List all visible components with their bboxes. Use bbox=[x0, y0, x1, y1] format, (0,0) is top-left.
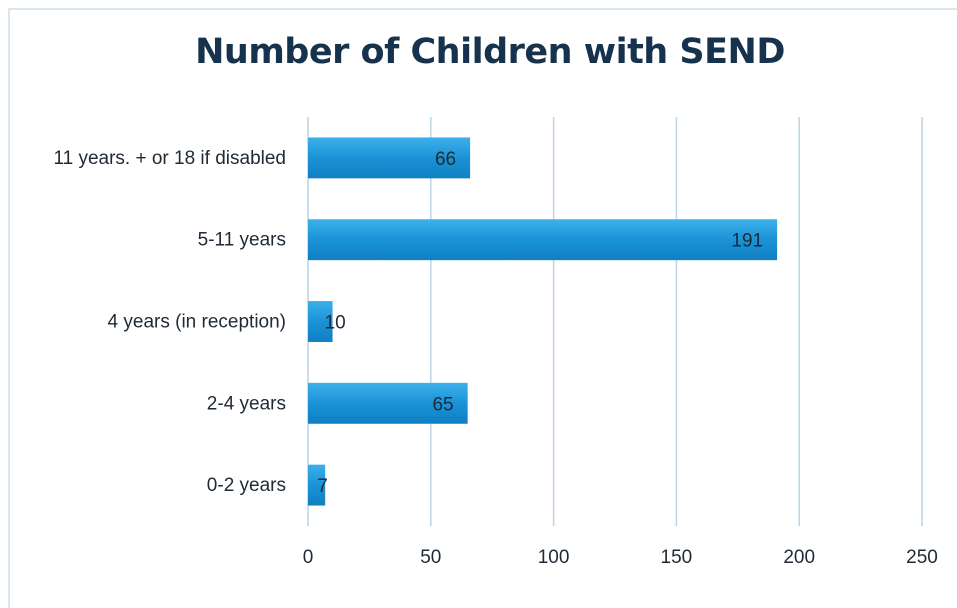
category-label: 11 years. + or 18 if disabled bbox=[53, 148, 286, 169]
chart-title: Number of Children with SEND bbox=[195, 32, 785, 72]
category-label: 4 years (in reception) bbox=[108, 312, 286, 333]
data-label: 66 bbox=[435, 149, 456, 170]
x-tick-labels: 0 50 100 150 200 250 bbox=[303, 547, 938, 568]
category-labels: 11 years. + or 18 if disabled 5-11 years 4… bbox=[53, 148, 286, 496]
data-label: 7 bbox=[317, 476, 328, 497]
chart-frame bbox=[8, 8, 957, 608]
x-tick-label: 100 bbox=[538, 547, 570, 568]
bar bbox=[308, 382, 468, 424]
bars bbox=[308, 137, 778, 506]
category-label: 0-2 years bbox=[207, 475, 286, 496]
bar-chart: 11 years. + or 18 if disabled 5-11 years 4… bbox=[53, 117, 938, 568]
x-tick-label: 150 bbox=[661, 547, 693, 568]
bar bbox=[308, 301, 333, 342]
category-label: 2-4 years bbox=[207, 393, 286, 414]
x-tick-label: 0 bbox=[303, 547, 314, 568]
data-label: 65 bbox=[432, 394, 453, 415]
x-tick-label: 250 bbox=[906, 547, 938, 568]
bar bbox=[308, 219, 778, 261]
bar bbox=[308, 137, 471, 179]
data-label: 10 bbox=[325, 313, 346, 334]
data-labels: 66 191 10 65 7 bbox=[317, 149, 763, 497]
bar bbox=[308, 464, 326, 506]
category-label: 5-11 years bbox=[198, 230, 286, 251]
x-tick-label: 200 bbox=[783, 547, 815, 568]
data-label: 191 bbox=[731, 231, 763, 252]
x-tick-label: 50 bbox=[420, 547, 441, 568]
